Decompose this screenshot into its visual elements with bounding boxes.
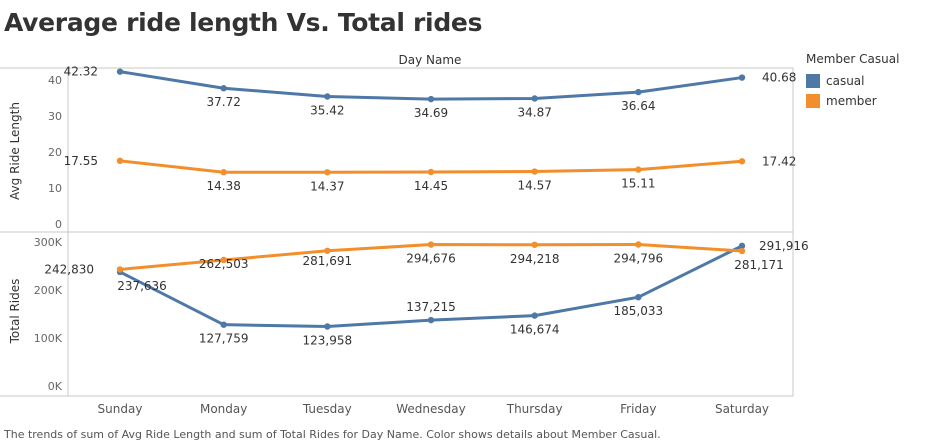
data-point-member bbox=[427, 168, 435, 176]
data-point-member bbox=[635, 166, 642, 173]
data-point-member bbox=[531, 168, 538, 175]
legend-swatch-casual bbox=[806, 74, 820, 88]
data-point-member bbox=[220, 169, 227, 176]
legend-item-member[interactable]: member bbox=[806, 91, 899, 111]
data-point-member bbox=[220, 256, 227, 264]
data-point-casual bbox=[635, 293, 642, 301]
x-tick-label: Tuesday bbox=[302, 402, 352, 416]
chart-caption: The trends of sum of Avg Ride Length and… bbox=[4, 428, 661, 441]
data-point-casual bbox=[324, 93, 331, 100]
data-label-casual: 35.42 bbox=[310, 103, 344, 117]
column-header: Day Name bbox=[399, 53, 462, 67]
data-point-casual bbox=[531, 95, 538, 102]
y-tick-label: 10 bbox=[48, 182, 62, 195]
data-point-member bbox=[738, 247, 746, 255]
data-label-member: 14.57 bbox=[517, 179, 551, 193]
data-point-casual bbox=[738, 242, 746, 250]
data-point-member bbox=[116, 266, 124, 273]
data-point-casual bbox=[116, 68, 124, 75]
data-label-casual: 127,759 bbox=[199, 332, 249, 346]
data-label-member: 294,676 bbox=[406, 252, 456, 266]
x-tick-label: Monday bbox=[200, 402, 247, 416]
data-label-casual: 34.87 bbox=[517, 105, 551, 119]
data-label-member: 281,691 bbox=[303, 254, 353, 268]
data-label-member: 294,796 bbox=[614, 251, 664, 265]
legend-swatch-member bbox=[806, 94, 820, 108]
data-label-casual: 237,636 bbox=[117, 279, 167, 293]
data-label-casual: 123,958 bbox=[303, 334, 353, 348]
data-label-casual: 42.32 bbox=[64, 65, 98, 79]
y-tick-label: 300K bbox=[34, 236, 63, 249]
x-tick-label: Sunday bbox=[98, 402, 143, 416]
data-label-casual: 185,033 bbox=[614, 304, 664, 318]
legend-item-casual[interactable]: casual bbox=[806, 71, 899, 91]
data-label-member: 14.38 bbox=[206, 179, 240, 193]
x-tick-label: Saturday bbox=[715, 402, 769, 416]
data-label-casual: 137,215 bbox=[406, 300, 456, 314]
y-tick-label: 20 bbox=[48, 146, 62, 159]
x-tick-label: Thursday bbox=[506, 402, 563, 416]
data-point-member bbox=[635, 241, 642, 248]
data-label-casual: 40.68 bbox=[762, 71, 796, 85]
y-tick-label: 100K bbox=[34, 332, 63, 345]
data-label-member: 14.37 bbox=[310, 179, 344, 193]
data-point-member bbox=[324, 169, 331, 176]
data-point-member bbox=[738, 158, 746, 165]
data-label-member: 262,503 bbox=[199, 257, 249, 271]
data-point-casual bbox=[427, 316, 435, 324]
data-label-casual: 291,916 bbox=[759, 239, 809, 253]
legend-label-member: member bbox=[826, 94, 877, 108]
top-pane-frame bbox=[67, 67, 794, 233]
page-title: Average ride length Vs. Total rides bbox=[4, 8, 483, 37]
data-point-casual bbox=[220, 85, 227, 92]
data-point-member bbox=[324, 247, 331, 254]
y-tick-label: 40 bbox=[48, 74, 62, 87]
data-point-member bbox=[116, 157, 124, 165]
x-tick-label: Wednesday bbox=[396, 402, 465, 416]
y-tick-label: 200K bbox=[34, 284, 63, 297]
data-point-casual bbox=[531, 312, 538, 319]
data-label-member: 281,171 bbox=[734, 258, 784, 272]
data-point-casual bbox=[220, 321, 227, 328]
data-point-member bbox=[427, 241, 435, 248]
y-tick-label: 30 bbox=[48, 110, 62, 123]
data-label-casual: 36.64 bbox=[621, 99, 655, 113]
y-tick-label: 0 bbox=[55, 218, 62, 231]
y-tick-label: 0K bbox=[48, 380, 63, 393]
data-label-member: 294,218 bbox=[510, 252, 560, 266]
data-label-member: 17.55 bbox=[64, 154, 98, 168]
data-label-casual: 34.69 bbox=[414, 106, 448, 120]
legend-title: Member Casual bbox=[806, 52, 900, 66]
data-label-member: 17.42 bbox=[762, 154, 796, 168]
data-point-casual bbox=[427, 95, 435, 103]
data-label-member: 15.11 bbox=[621, 177, 655, 191]
data-point-member bbox=[531, 241, 538, 248]
data-point-casual bbox=[324, 323, 331, 330]
legend: Member Casual casual member bbox=[806, 52, 899, 111]
data-point-casual bbox=[635, 88, 642, 96]
y-axis-title: Total Rides bbox=[8, 279, 22, 345]
y-axis-title: Avg Ride Length bbox=[8, 102, 22, 200]
data-label-member: 14.45 bbox=[414, 179, 448, 193]
data-label-casual: 37.72 bbox=[206, 95, 240, 109]
legend-label-casual: casual bbox=[826, 74, 865, 88]
data-label-casual: 146,674 bbox=[510, 323, 560, 337]
data-label-member: 242,830 bbox=[44, 262, 94, 276]
x-tick-label: Friday bbox=[620, 402, 656, 416]
line-chart: Day Name Sunday Monday Tuesday Wednesday Thu… bbox=[0, 53, 809, 416]
data-point-casual bbox=[738, 74, 746, 81]
